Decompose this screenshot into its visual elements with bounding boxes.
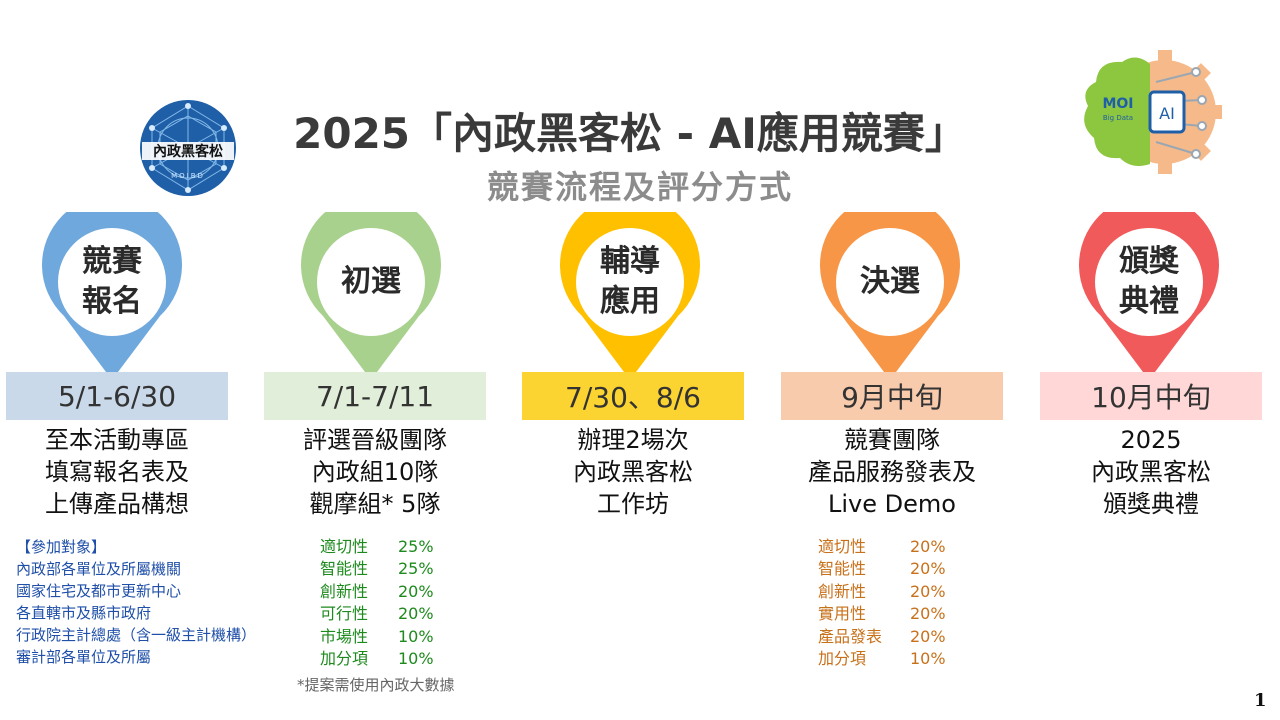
score-row: 實用性 20% [818, 603, 946, 625]
score-row: 市場性 10% [320, 626, 434, 648]
score-row: 加分項 10% [818, 648, 946, 670]
score-weight: 20% [398, 604, 434, 624]
logo-right-ai: AI [1159, 104, 1175, 123]
page-subtitle: 競賽流程及評分方式 [486, 168, 793, 206]
moibd-logo: 內政黑客松 MOIBD [140, 100, 236, 196]
final-scoring-table: 適切性 20% 智能性 20% 創新性 20% 實用性 20% 產品發表 20% 加分項 1… [818, 536, 946, 670]
score-row: 創新性 20% [818, 581, 946, 603]
score-row: 創新性 20% [320, 581, 434, 603]
score-criterion: 可行性 [320, 604, 369, 624]
score-criterion: 加分項 [320, 649, 369, 669]
score-weight: 10% [398, 649, 434, 669]
score-weight: 25% [398, 537, 434, 556]
score-weight: 10% [910, 649, 946, 669]
score-row: 可行性 20% [320, 603, 434, 625]
score-weight: 10% [398, 626, 434, 646]
stage-pin-ceremony [1079, 212, 1219, 380]
list-item: 國家住宅及都市更新中心 [16, 582, 182, 600]
stage-date-mentoring: 7/30、8/6 [522, 372, 744, 420]
list-item: 行政院主計總處（含一級主計機構） [16, 626, 257, 644]
stage-pin-preliminary [301, 212, 441, 380]
score-row: 產品發表 20% [818, 626, 946, 648]
score-weight: 20% [910, 559, 946, 579]
score-criterion: 適切性 [818, 537, 867, 556]
stage-desc-preliminary: 評選晉級團隊 內政組10隊 觀摩組* 5隊 [303, 426, 447, 518]
brain-icon [1084, 57, 1150, 166]
score-weight: 20% [910, 537, 946, 556]
stage-label-preliminary: 初選 [341, 264, 401, 299]
stage-desc-final: 競賽團隊 產品服務發表及 Live Demo [808, 426, 976, 518]
stage-date-ceremony: 10月中旬 [1040, 372, 1262, 420]
logo-left-sub: MOIBD [171, 172, 205, 180]
score-row: 智能性 20% [818, 558, 946, 580]
stage-pin-mentoring [560, 212, 700, 380]
stage-date-registration: 5/1-6/30 [6, 372, 228, 420]
participants-title: 【參加對象】 [16, 538, 107, 556]
score-criterion: 創新性 [818, 581, 867, 601]
stage-label-mentoring: 輔導 應用 [600, 244, 660, 319]
stage-desc-mentoring: 辦理2場次 內政黑客松 工作坊 [573, 426, 693, 518]
page-number: 1 [1254, 690, 1267, 711]
moi-big-data-ai-logo: AI MOI Big Data [1084, 50, 1222, 174]
score-criterion: 產品發表 [818, 626, 883, 646]
score-row: 適切性 25% [320, 536, 434, 558]
page-title: 2025「內政黑客松 - AI應用競賽」 [293, 109, 967, 158]
score-row: 智能性 25% [320, 558, 434, 580]
logo-right-moi: MOI [1102, 96, 1133, 112]
score-criterion: 加分項 [818, 649, 867, 669]
participants-list: 【參加對象】 內政部各單位及所屬機關 國家住宅及都市更新中心 各直轄市及縣市政府… [16, 536, 326, 668]
footnote: *提案需使用內政大數據 [297, 676, 455, 694]
list-item: 內政部各單位及所屬機關 [16, 560, 182, 578]
score-weight: 20% [910, 626, 946, 646]
timeline-line [0, 306, 1280, 312]
score-criterion: 智能性 [818, 559, 867, 579]
score-weight: 20% [398, 581, 434, 601]
list-item: 審計部各單位及所屬 [16, 648, 152, 666]
score-weight: 20% [910, 581, 946, 601]
score-criterion: 創新性 [320, 581, 369, 601]
list-item: 各直轄市及縣市政府 [16, 604, 152, 622]
stage-date-preliminary: 7/1-7/11 [264, 372, 486, 420]
stage-date-final: 9月中旬 [781, 372, 1003, 420]
score-criterion: 市場性 [320, 626, 369, 646]
stage-label-final: 決選 [860, 264, 920, 299]
preliminary-scoring-table: 適切性 25% 智能性 25% 創新性 20% 可行性 20% 市場性 10% 加分項 10… [320, 536, 434, 670]
score-criterion: 適切性 [320, 537, 369, 556]
score-criterion: 智能性 [320, 559, 369, 579]
score-weight: 25% [398, 559, 434, 579]
stage-label-registration: 競賽 報名 [82, 244, 142, 319]
stage-desc-ceremony: 2025 內政黑客松 頒獎典禮 [1091, 426, 1211, 518]
stage-desc-registration: 至本活動專區 填寫報名表及 上傳產品構想 [45, 426, 189, 518]
score-row: 加分項 10% [320, 648, 434, 670]
score-row: 適切性 20% [818, 536, 946, 558]
logo-left-text: 內政黑客松 [153, 143, 223, 160]
stage-pin-registration [42, 212, 182, 380]
score-weight: 20% [910, 604, 946, 624]
logo-right-bigdata: Big Data [1103, 114, 1133, 122]
stage-pin-final [820, 212, 960, 380]
score-criterion: 實用性 [818, 604, 867, 624]
stage-label-ceremony: 頒獎 典禮 [1119, 244, 1179, 319]
